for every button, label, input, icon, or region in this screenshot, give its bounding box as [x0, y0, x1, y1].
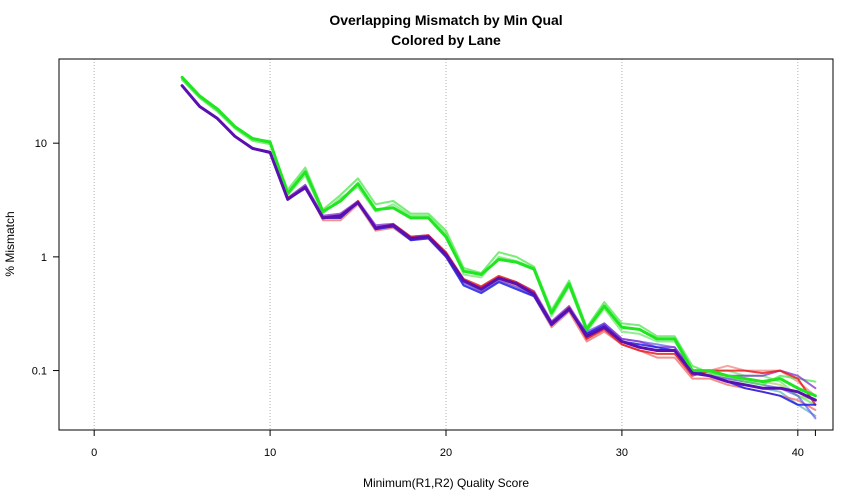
series-line — [180, 84, 817, 402]
series-layer — [180, 75, 817, 420]
x-tick-label: 0 — [91, 447, 97, 459]
x-tick-label: 30 — [616, 447, 628, 459]
series-line — [180, 75, 817, 398]
x-tick-label: 20 — [440, 447, 452, 459]
y-axis-label: % Mismatch — [3, 211, 17, 276]
y-axis: 0.1 1 10 — [32, 138, 59, 378]
y-tick-label: 1 — [41, 252, 47, 264]
chart-title: Overlapping Mismatch by Min Qual — [329, 12, 562, 28]
x-tick-label: 10 — [264, 447, 276, 459]
x-axis-label: Minimum(R1,R2) Quality Score — [363, 476, 529, 490]
x-tick-label: 40 — [792, 447, 804, 459]
x-axis: 0 10 20 30 40 — [91, 430, 816, 459]
chart-subtitle: Colored by Lane — [391, 32, 501, 48]
grid — [93, 59, 799, 430]
y-tick-label: 0.1 — [32, 366, 47, 378]
y-tick-label: 10 — [35, 138, 47, 150]
